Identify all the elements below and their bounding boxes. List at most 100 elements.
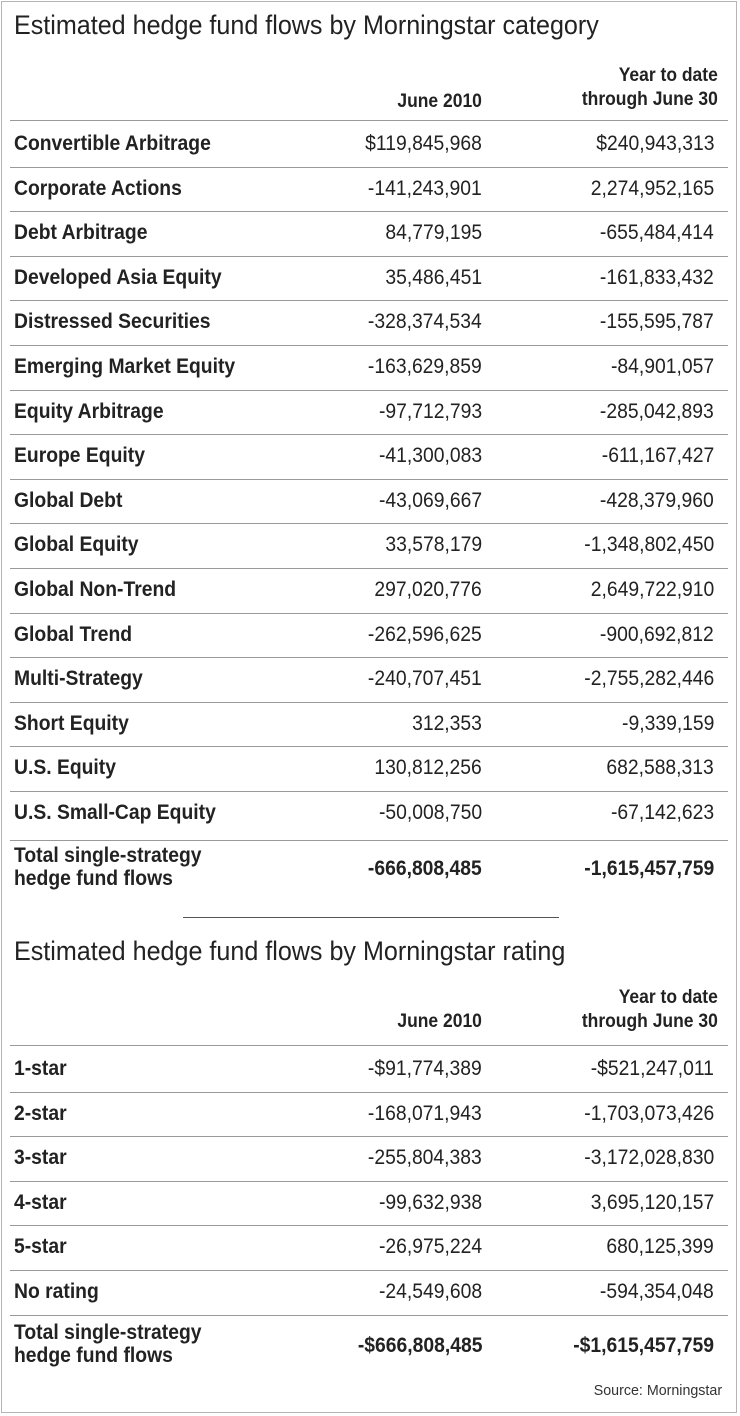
row-label: Global Non-Trend <box>14 578 177 601</box>
table-row: Global Equity 33,578,179 -1,348,802,450 <box>2 523 738 568</box>
row-label: U.S. Equity <box>14 756 116 780</box>
table-row: U.S. Equity 130,812,256 682,588,313 <box>2 746 738 791</box>
ytd-value: -$521,247,011 <box>590 1057 714 1080</box>
row-label: 3-star <box>14 1146 67 1170</box>
row-label: Debt Arbitrage <box>14 221 148 245</box>
ytd-value: -9,339,159 <box>621 711 714 735</box>
table-row: Equity Arbitrage -97,712,793 -285,042,893 <box>2 389 738 435</box>
table-row: 5-star -26,975,224 680,125,399 <box>2 1225 738 1270</box>
row-rule <box>10 300 728 302</box>
june-value: 297,020,776 <box>374 578 482 601</box>
rating-col-ytd-line1: Year to date <box>618 987 718 1008</box>
row-label: U.S. Small-Cap Equity <box>14 801 216 824</box>
table-row: Emerging Market Equity -163,629,859 -84,90… <box>2 345 738 390</box>
ytd-value: -1,703,073,426 <box>584 1101 714 1125</box>
section-divider <box>183 917 559 918</box>
category-col-ytd-line2: through June 30 <box>582 89 718 110</box>
table-row: Europe Equity -41,300,083 -611,167,427 <box>2 434 738 479</box>
row-rule <box>10 840 728 841</box>
june-value: -99,632,938 <box>378 1190 482 1214</box>
total-ytd-value: -$1,615,457,759 <box>573 1334 714 1357</box>
june-value: 33,578,179 <box>385 533 482 557</box>
table-row: 1-star -$91,774,389 -$521,247,011 <box>2 1047 738 1092</box>
row-rule <box>10 523 728 525</box>
row-label: Distressed Securities <box>14 310 211 334</box>
row-rule <box>10 389 728 391</box>
row-rule <box>10 612 728 614</box>
row-rule <box>10 1315 728 1316</box>
ytd-value: -655,484,414 <box>600 221 714 245</box>
total-label-line2: hedge fund flows <box>14 1344 173 1367</box>
row-label: 1-star <box>14 1057 67 1080</box>
june-value: -97,712,793 <box>378 399 482 423</box>
row-rule <box>10 166 728 168</box>
row-rule <box>10 746 728 748</box>
ytd-value: -594,354,048 <box>600 1280 714 1303</box>
table-row: 3-star -255,804,383 -3,172,028,830 <box>2 1136 738 1181</box>
rating-col-june-header: June 2010 <box>397 1010 482 1034</box>
category-header-rule <box>10 120 728 121</box>
ytd-value: -900,692,812 <box>600 622 714 646</box>
row-label: Multi-Strategy <box>14 667 143 691</box>
june-value: -141,243,901 <box>368 176 482 200</box>
total-label-line1: Total single-strategy <box>14 1321 202 1344</box>
table-row: Convertible Arbitrage $119,845,968 $240,94… <box>2 122 738 167</box>
table-row: 4-star -99,632,938 3,695,120,157 <box>2 1180 738 1226</box>
row-label: Corporate Actions <box>14 176 182 200</box>
row-label: 2-star <box>14 1101 67 1125</box>
table-row: Multi-Strategy -240,707,451 -2,755,282,446 <box>2 657 738 702</box>
row-rule <box>10 1270 728 1271</box>
row-label: Global Trend <box>14 622 133 646</box>
table-row: Debt Arbitrage 84,779,195 -655,484,414 <box>2 211 738 256</box>
ytd-value: -161,833,432 <box>600 265 714 289</box>
june-value: -328,374,534 <box>368 310 482 334</box>
row-rule <box>10 1091 728 1093</box>
total-june-value: -666,808,485 <box>368 857 482 880</box>
row-label: Short Equity <box>14 711 129 735</box>
row-rule <box>10 211 728 213</box>
ytd-value: -155,595,787 <box>600 310 714 334</box>
row-label: Global Debt <box>14 488 123 512</box>
june-value: -24,549,608 <box>378 1280 482 1303</box>
june-value: -50,008,750 <box>378 801 482 824</box>
table-row: No rating -24,549,608 -594,354,048 <box>2 1270 738 1315</box>
row-label: Emerging Market Equity <box>14 355 236 378</box>
row-label: No rating <box>14 1280 99 1303</box>
ytd-value: $240,943,313 <box>595 132 714 155</box>
june-value: 35,486,451 <box>385 265 482 289</box>
row-rule <box>10 568 728 569</box>
june-value: -41,300,083 <box>378 444 482 468</box>
ytd-value: 680,125,399 <box>606 1235 714 1259</box>
june-value: -163,629,859 <box>368 355 482 378</box>
table-row: Distressed Securities -328,374,534 -155,59… <box>2 300 738 345</box>
june-value: -168,071,943 <box>368 1101 482 1125</box>
june-value: -255,804,383 <box>368 1146 482 1170</box>
june-value: -$91,774,389 <box>368 1057 482 1080</box>
table-row: Developed Asia Equity 35,486,451 -161,833,… <box>2 255 738 301</box>
june-value: $119,845,968 <box>365 132 482 155</box>
june-value: -43,069,667 <box>378 488 482 512</box>
ytd-value: 3,695,120,157 <box>590 1190 714 1214</box>
total-ytd-value: -1,615,457,759 <box>584 857 714 880</box>
row-rule <box>10 657 728 659</box>
table-row: Global Trend -262,596,625 -900,692,812 <box>2 612 738 658</box>
rating-col-ytd-line2: through June 30 <box>582 1011 718 1032</box>
row-rule <box>10 701 728 703</box>
june-value: 84,779,195 <box>385 221 482 245</box>
rating-col-ytd-header: Year to date through June 30 <box>582 986 718 1034</box>
ytd-value: -428,379,960 <box>600 488 714 512</box>
row-rule <box>10 1180 728 1182</box>
row-label: Equity Arbitrage <box>14 399 164 423</box>
row-label: Developed Asia Equity <box>14 265 222 289</box>
category-col-ytd-line1: Year to date <box>618 65 718 86</box>
source-note: Source: Morningstar <box>593 1382 722 1399</box>
june-value: -240,707,451 <box>368 667 482 691</box>
ytd-value: 2,649,722,910 <box>590 578 714 601</box>
total-label: Total single-strategy hedge fund flows <box>14 1321 202 1367</box>
rating-table-title: Estimated hedge fund flows by Morningsta… <box>14 936 566 966</box>
row-label: Europe Equity <box>14 444 145 468</box>
total-label: Total single-strategy hedge fund flows <box>14 844 202 890</box>
table-row: Short Equity 312,353 -9,339,159 <box>2 701 738 747</box>
june-value: 312,353 <box>412 711 482 735</box>
